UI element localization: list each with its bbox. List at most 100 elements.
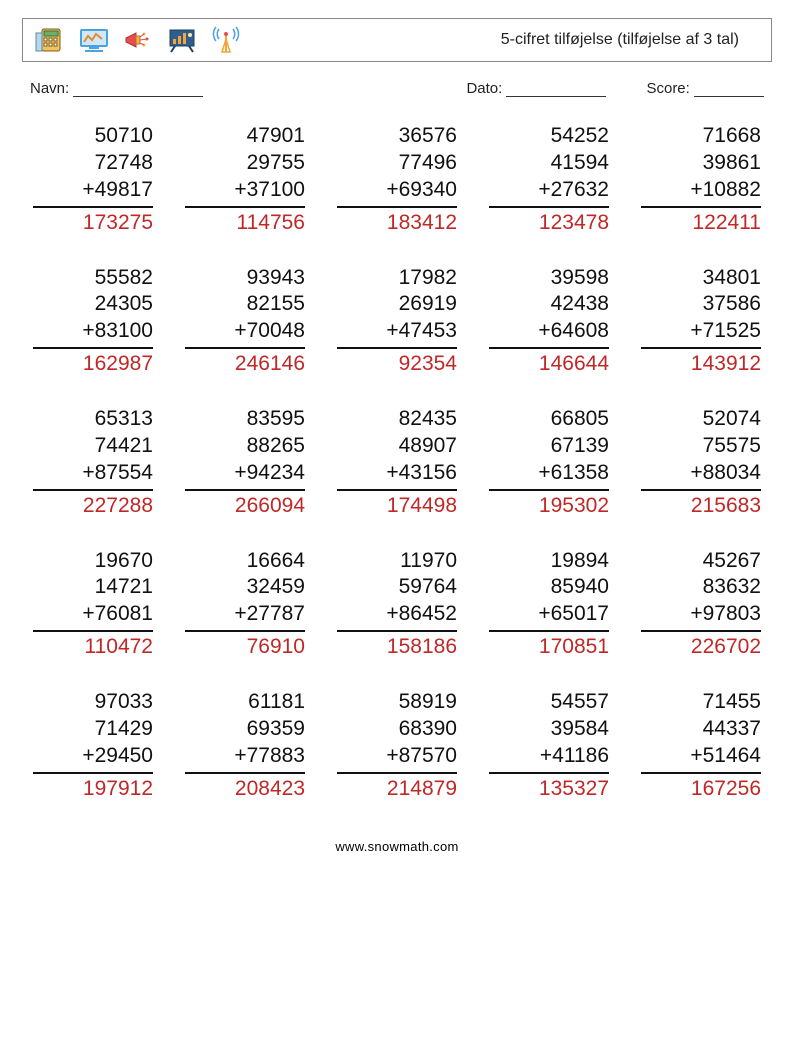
answer: 162987: [33, 349, 153, 378]
addend-3: +97803: [641, 601, 761, 632]
addend-2: 39584: [489, 716, 609, 743]
addend-1: 36576: [337, 123, 457, 150]
addend-2: 59764: [337, 574, 457, 601]
addend-3: +37100: [185, 177, 305, 208]
answer: 123478: [489, 208, 609, 237]
problem-cell: 9394382155+70048246146: [185, 265, 305, 379]
addend-1: 47901: [185, 123, 305, 150]
worksheet-page: 5-cifret tilføjelse (tilføjelse af 3 tal…: [0, 0, 794, 864]
score-field: Score:: [646, 80, 764, 97]
worksheet-title: 5-cifret tilføjelse (tilføjelse af 3 tal…: [501, 31, 759, 49]
answer: 214879: [337, 774, 457, 803]
addend-3: +65017: [489, 601, 609, 632]
name-field: Navn:: [30, 80, 203, 97]
addend-1: 34801: [641, 265, 761, 292]
problem-cell: 4526783632+97803226702: [641, 548, 761, 662]
problem-cell: 6118169359+77883208423: [185, 689, 305, 803]
problem-cell: 6531374421+87554227288: [33, 406, 153, 520]
addend-3: +64608: [489, 318, 609, 349]
problem-cell: 1798226919+4745392354: [337, 265, 457, 379]
addend-3: +77883: [185, 743, 305, 774]
date-blank[interactable]: [506, 82, 606, 97]
score-label: Score:: [646, 80, 689, 97]
answer: 183412: [337, 208, 457, 237]
addend-3: +76081: [33, 601, 153, 632]
megaphone-icon: [123, 27, 153, 53]
answer: 167256: [641, 774, 761, 803]
addend-1: 17982: [337, 265, 457, 292]
addend-2: 32459: [185, 574, 305, 601]
addend-3: +49817: [33, 177, 153, 208]
addend-3: +69340: [337, 177, 457, 208]
addend-2: 77496: [337, 150, 457, 177]
addend-1: 61181: [185, 689, 305, 716]
addend-1: 93943: [185, 265, 305, 292]
name-label: Navn:: [30, 80, 69, 97]
addend-2: 48907: [337, 433, 457, 460]
addend-1: 39598: [489, 265, 609, 292]
addend-1: 11970: [337, 548, 457, 575]
presentation-board-icon: [167, 27, 197, 53]
addend-2: 67139: [489, 433, 609, 460]
addend-2: 24305: [33, 291, 153, 318]
addend-2: 82155: [185, 291, 305, 318]
addend-2: 71429: [33, 716, 153, 743]
problem-cell: 8359588265+94234266094: [185, 406, 305, 520]
answer: 208423: [185, 774, 305, 803]
date-label: Dato:: [466, 80, 502, 97]
addend-2: 68390: [337, 716, 457, 743]
footer: www.snowmath.com: [22, 839, 772, 854]
name-blank[interactable]: [73, 82, 203, 97]
answer: 146644: [489, 349, 609, 378]
addend-3: +94234: [185, 460, 305, 491]
addend-3: +83100: [33, 318, 153, 349]
addend-3: +47453: [337, 318, 457, 349]
answer: 195302: [489, 491, 609, 520]
addend-2: 37586: [641, 291, 761, 318]
problem-cell: 7166839861+10882122411: [641, 123, 761, 237]
answer: 215683: [641, 491, 761, 520]
answer: 158186: [337, 632, 457, 661]
addend-2: 85940: [489, 574, 609, 601]
problem-cell: 1967014721+76081110472: [33, 548, 153, 662]
addend-2: 14721: [33, 574, 153, 601]
addend-2: 83632: [641, 574, 761, 601]
addend-3: +10882: [641, 177, 761, 208]
addend-1: 54252: [489, 123, 609, 150]
addend-2: 39861: [641, 150, 761, 177]
answer: 135327: [489, 774, 609, 803]
problem-cell: 6680567139+61358195302: [489, 406, 609, 520]
addend-3: +70048: [185, 318, 305, 349]
addend-2: 26919: [337, 291, 457, 318]
addend-1: 54557: [489, 689, 609, 716]
addend-2: 88265: [185, 433, 305, 460]
addend-3: +29450: [33, 743, 153, 774]
addend-3: +71525: [641, 318, 761, 349]
addend-2: 74421: [33, 433, 153, 460]
addend-1: 83595: [185, 406, 305, 433]
answer: 143912: [641, 349, 761, 378]
problem-cell: 1989485940+65017170851: [489, 548, 609, 662]
answer: 227288: [33, 491, 153, 520]
score-blank[interactable]: [694, 82, 764, 97]
answer: 197912: [33, 774, 153, 803]
problem-cell: 3657677496+69340183412: [337, 123, 457, 237]
addend-3: +51464: [641, 743, 761, 774]
addend-1: 71455: [641, 689, 761, 716]
answer: 226702: [641, 632, 761, 661]
addend-1: 16664: [185, 548, 305, 575]
problem-cell: 5071072748+49817173275: [33, 123, 153, 237]
addend-3: +43156: [337, 460, 457, 491]
addend-1: 66805: [489, 406, 609, 433]
problem-cell: 1197059764+86452158186: [337, 548, 457, 662]
calculator-icon: [35, 27, 65, 53]
info-fields: Navn: Dato: Score:: [30, 80, 764, 97]
problem-cell: 8243548907+43156174498: [337, 406, 457, 520]
answer: 110472: [33, 632, 153, 661]
addend-3: +41186: [489, 743, 609, 774]
answer: 170851: [489, 632, 609, 661]
addend-3: +61358: [489, 460, 609, 491]
addend-2: 72748: [33, 150, 153, 177]
problem-cell: 7145544337+51464167256: [641, 689, 761, 803]
addend-1: 52074: [641, 406, 761, 433]
